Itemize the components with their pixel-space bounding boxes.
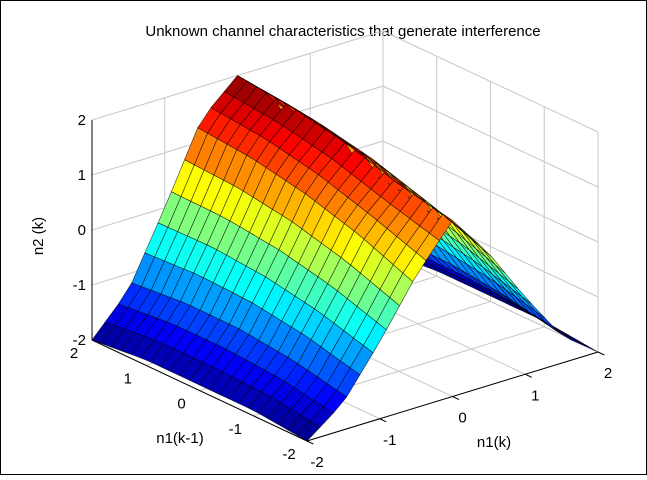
x-tick-label: 2: [604, 365, 612, 382]
y-axis-line: [91, 339, 308, 442]
x-tick: [452, 396, 460, 400]
z-tick-label: 2: [78, 112, 86, 129]
x-tick: [306, 440, 314, 445]
y-tick-label: 0: [177, 396, 185, 413]
y-tick-label: 2: [70, 345, 78, 362]
surface-mesh: [91, 75, 599, 442]
z-tick-label: -1: [73, 277, 86, 294]
z-axis-label: n2 (k): [30, 217, 47, 255]
x-tick-label: -1: [383, 432, 396, 449]
x-tick: [379, 418, 387, 423]
grid-line: [382, 85, 599, 188]
z-tick-label: -2: [73, 332, 86, 349]
x-axis-label: n1(k): [477, 434, 511, 451]
grid-line: [382, 30, 599, 133]
z-tick-label: 0: [78, 222, 86, 239]
grid-line: [382, 140, 599, 243]
surface-patch: [574, 339, 599, 353]
x-tick-label: -2: [310, 454, 323, 471]
x-tick: [597, 351, 605, 356]
y-axis-label: n1(k-1): [156, 430, 204, 447]
x-tick-label: 1: [531, 387, 539, 404]
z-tick-label: 1: [78, 167, 86, 184]
chart-title: Unknown channel characteristics that gen…: [145, 23, 540, 40]
x-tick-label: 0: [458, 410, 466, 427]
y-tick-label: -2: [282, 446, 295, 463]
x-tick: [525, 373, 532, 378]
y-tick-label: 1: [124, 370, 132, 387]
y-tick-label: -1: [229, 421, 242, 438]
